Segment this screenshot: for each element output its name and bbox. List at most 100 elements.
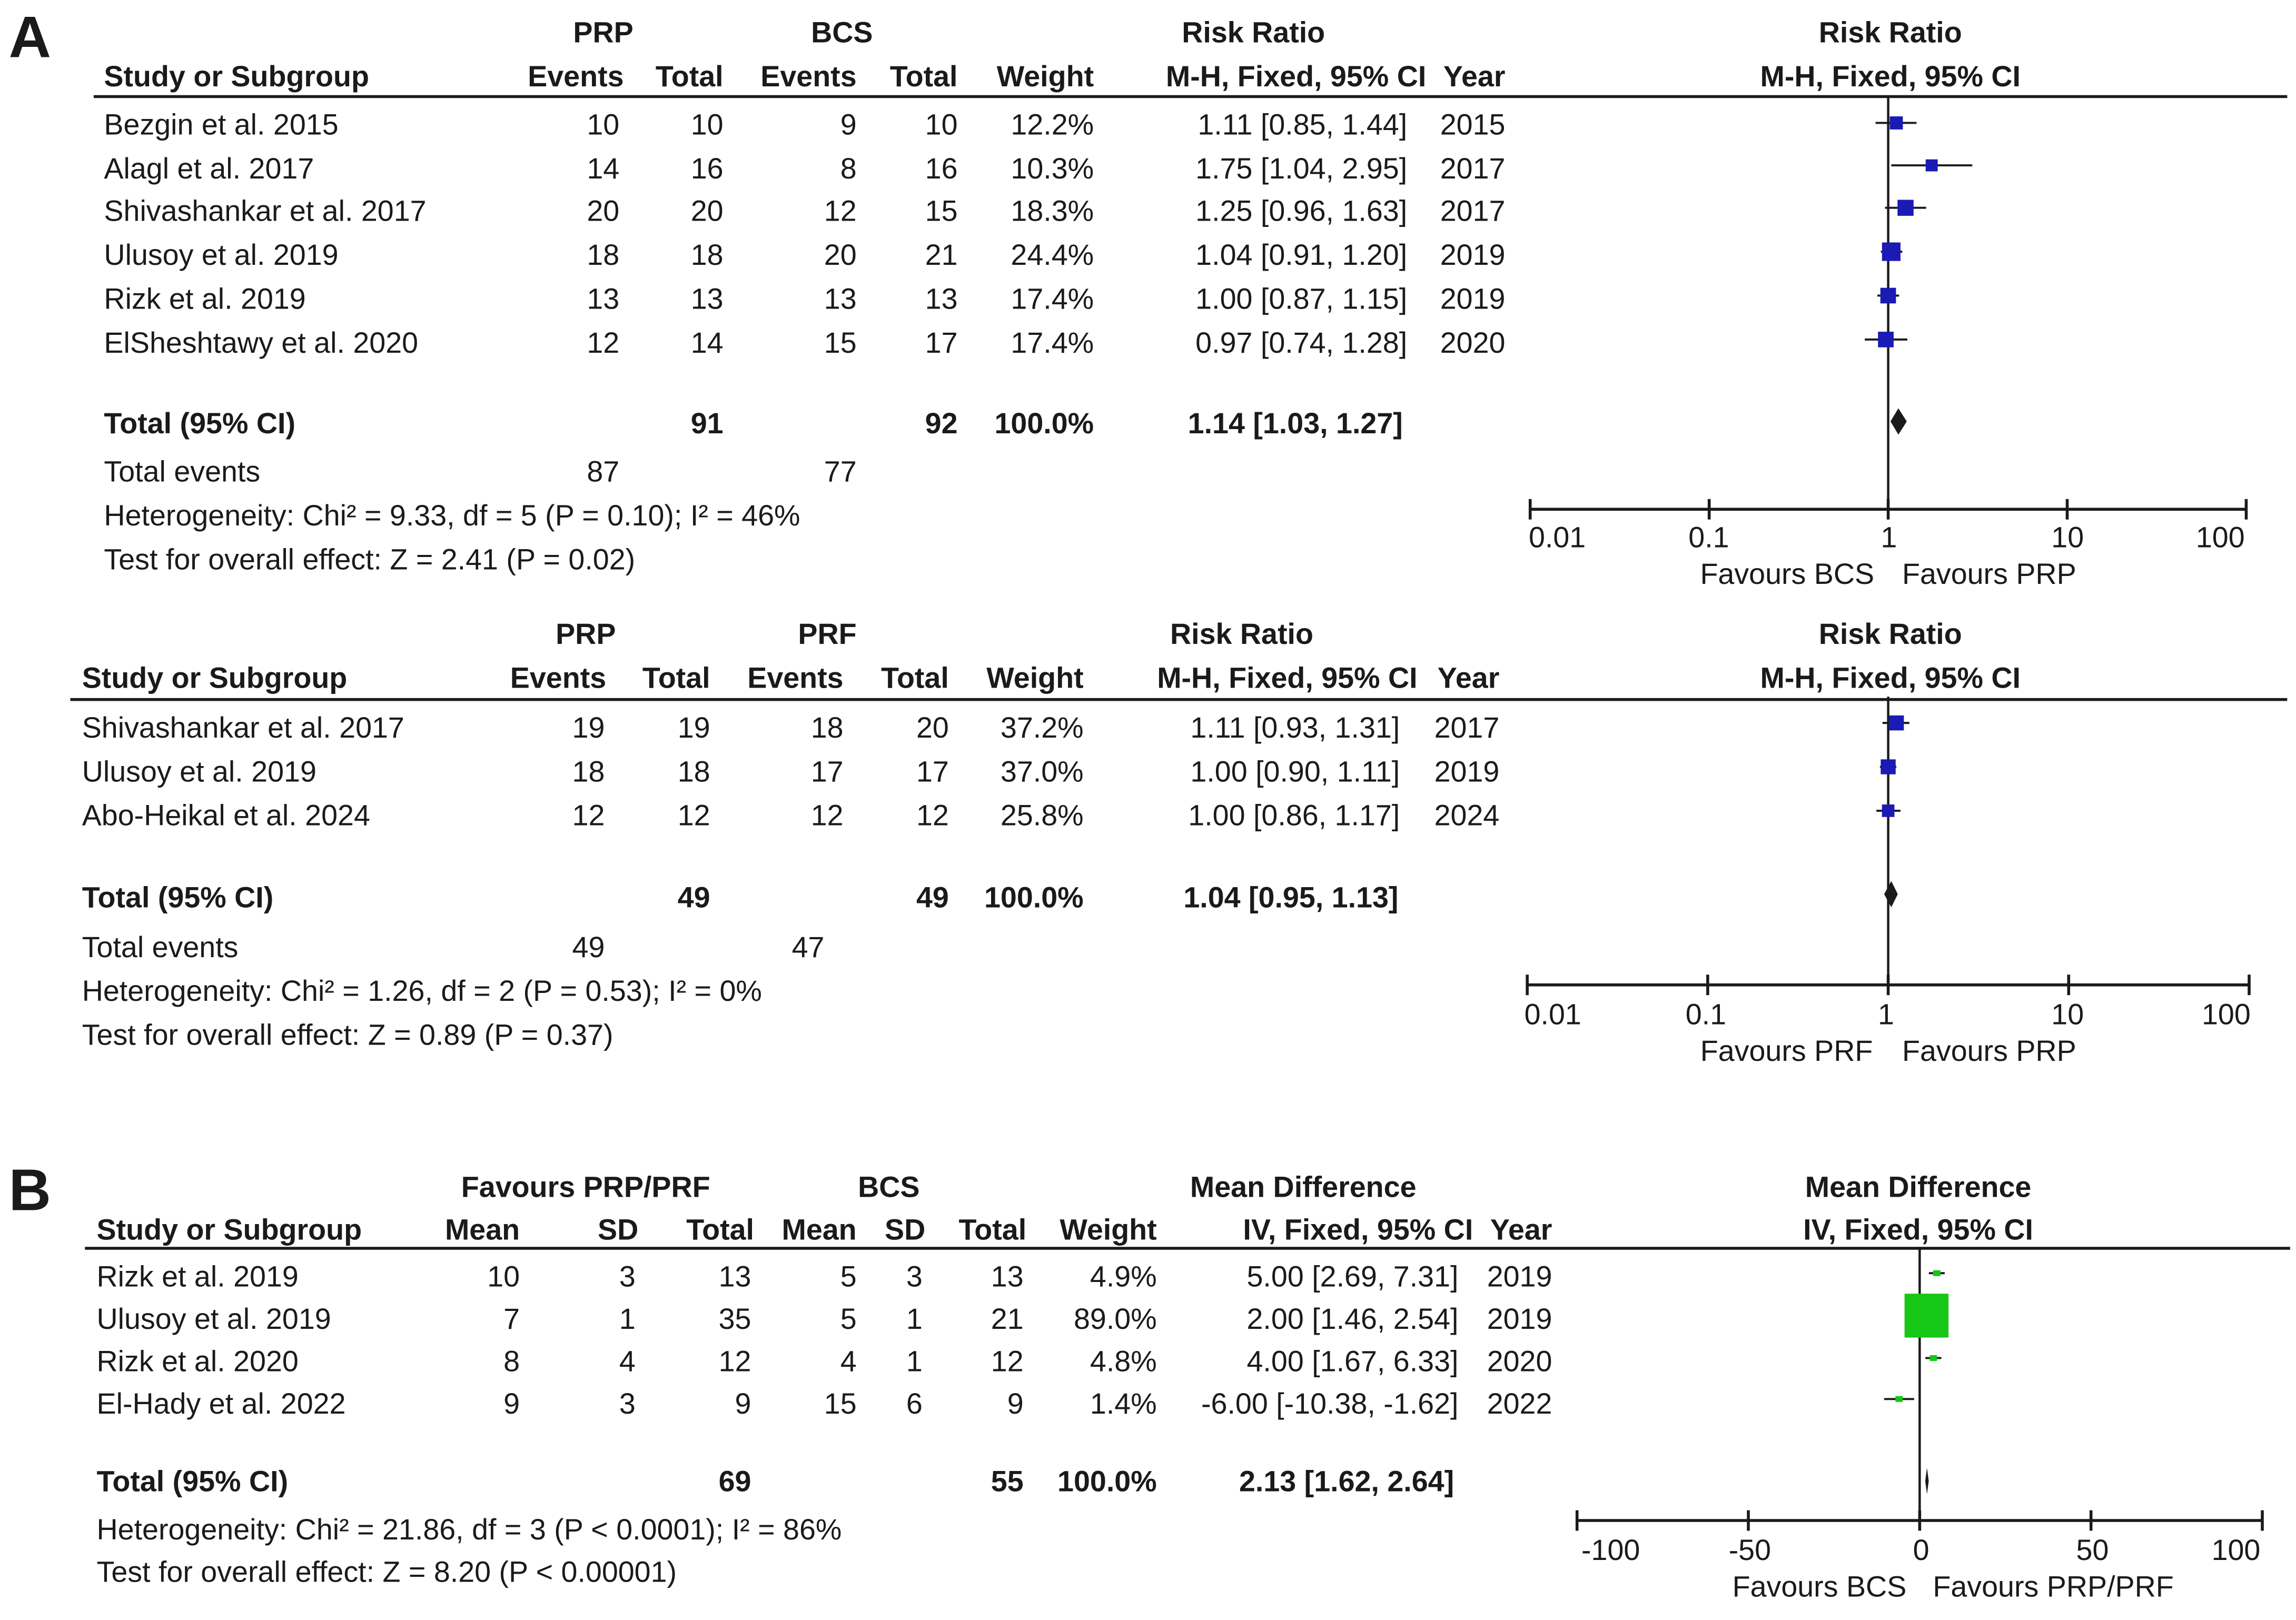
year-value: 2019 (1487, 1261, 1552, 1294)
total-1: 16 (690, 153, 724, 186)
study-column-header: Study or Subgroup (82, 663, 348, 695)
total-2: 12 (916, 800, 949, 833)
header-divider (70, 698, 2288, 701)
axis-tick-label: 1 (1877, 999, 1894, 1032)
study-effect-box (1929, 1355, 1937, 1361)
total2-column-header: Total (889, 61, 958, 94)
axis-tick-label: 10 (2051, 522, 2084, 555)
total-events-2: 47 (791, 932, 825, 965)
study-name: Ulusoy et al. 2019 (82, 757, 316, 789)
study-effect-box (1897, 200, 1914, 216)
total-events-label: Total events (104, 456, 261, 489)
overall-effect-text: Test for overall effect: Z = 2.41 (P = 0… (104, 544, 636, 577)
effect-top-header: Risk Ratio (1182, 17, 1325, 50)
weight-value: 4.8% (1090, 1346, 1157, 1379)
study-effect-box (1895, 1396, 1903, 1402)
effect-method-header: IV, Fixed, 95% CI (1243, 1215, 1473, 1247)
total-2: 17 (925, 327, 958, 360)
sd1-column-header: SD (598, 1215, 639, 1247)
weight-value: 12.2% (1011, 110, 1094, 142)
plot-method-header: IV, Fixed, 95% CI (1803, 1215, 2033, 1247)
total-events-1: 49 (572, 932, 605, 965)
events-1: 18 (587, 240, 620, 273)
plot-method-header: M-H, Fixed, 95% CI (1760, 663, 2021, 695)
year-column-header: Year (1490, 1215, 1552, 1247)
study-effect-box (1889, 116, 1903, 130)
events-1: 20 (587, 196, 620, 228)
total-2: 49 (916, 882, 949, 915)
mean-1: 9 (503, 1388, 520, 1421)
sd-1: 3 (619, 1261, 636, 1294)
pooled-effect-diamond (1884, 881, 1898, 908)
total-label: Total (95% CI) (96, 1466, 289, 1499)
study-name: Abo-Heikal et al. 2024 (82, 800, 370, 833)
total-events-2: 77 (824, 456, 857, 489)
axis-tick-label: -100 (1581, 1535, 1640, 1567)
total-2: 9 (1007, 1388, 1024, 1421)
events-1: 12 (587, 327, 620, 360)
favours-right-label: Favours PRP/PRF (1933, 1572, 2174, 1604)
events-1: 14 (587, 153, 620, 186)
total-effect-ci: 2.13 [1.62, 2.64] (1239, 1466, 1454, 1499)
total-1: 13 (690, 284, 724, 316)
weight-value: 18.3% (1011, 196, 1094, 228)
events-1: 18 (572, 757, 605, 789)
weight-value: 25.8% (1000, 800, 1084, 833)
sd-1: 4 (619, 1346, 636, 1379)
effect-ci: 0.97 [0.74, 1.28] (1195, 327, 1408, 360)
weight-column-header: Weight (986, 663, 1084, 695)
favours-left-label: Favours PRF (1700, 1036, 1873, 1069)
events-1: 12 (572, 800, 605, 833)
axis-tick-label: 0.01 (1528, 522, 1586, 555)
sd-2: 1 (906, 1346, 923, 1379)
mean1-column-header: Mean (444, 1215, 520, 1247)
axis-tick-label: 0.1 (1685, 999, 1727, 1032)
heterogeneity-text: Heterogeneity: Chi² = 21.86, df = 3 (P <… (96, 1514, 842, 1547)
total-2: 12 (991, 1346, 1024, 1379)
study-name: Shivashankar et al. 2017 (82, 712, 404, 745)
mean2-column-header: Mean (781, 1215, 857, 1247)
mean-2: 5 (840, 1304, 857, 1336)
effect-method-header: M-H, Fixed, 95% CI (1157, 663, 1418, 695)
effect-ci: 5.00 [2.69, 7.31] (1246, 1261, 1459, 1294)
study-name: ElSheshtawy et al. 2020 (104, 327, 419, 360)
total-2: 13 (991, 1261, 1024, 1294)
events-1: 19 (572, 712, 605, 745)
mean-2: 4 (840, 1346, 857, 1379)
pooled-effect-diamond (1925, 1467, 1929, 1494)
year-value: 2022 (1487, 1388, 1552, 1421)
favours-left-label: Favours BCS (1732, 1572, 1907, 1604)
events1-column-header: Events (528, 61, 624, 94)
axis-tick-label: 100 (2201, 999, 2251, 1032)
weight-value: 17.4% (1011, 327, 1094, 360)
study-name: Rizk et al. 2019 (104, 284, 306, 316)
study-column-header: Study or Subgroup (104, 61, 369, 94)
overall-effect-text: Test for overall effect: Z = 0.89 (P = 0… (82, 1020, 613, 1052)
weight-value: 10.3% (1011, 153, 1094, 186)
sd-2: 3 (906, 1261, 923, 1294)
year-column-header: Year (1443, 61, 1506, 94)
study-name: El-Hady et al. 2022 (96, 1388, 346, 1421)
events-2: 18 (810, 712, 844, 745)
year-value: 2019 (1440, 240, 1506, 273)
effect-ci: 4.00 [1.67, 6.33] (1246, 1346, 1459, 1379)
total-weight: 100.0% (1057, 1466, 1157, 1499)
study-column-header: Study or Subgroup (96, 1215, 362, 1247)
total-label: Total (95% CI) (82, 882, 274, 915)
axis-tick-label: 50 (2076, 1535, 2109, 1567)
sd-2: 6 (906, 1388, 923, 1421)
year-value: 2017 (1440, 196, 1506, 228)
total-2: 16 (925, 153, 958, 186)
total-2: 20 (916, 712, 949, 745)
favours-right-label: Favours PRP (1902, 1036, 2076, 1069)
axis-tick-label: 10 (2051, 999, 2084, 1032)
mean-1: 8 (503, 1346, 520, 1379)
axis-tick-label: 0 (1913, 1535, 1929, 1567)
header-divider (93, 95, 2288, 98)
total-weight: 100.0% (994, 408, 1094, 441)
events-1: 13 (587, 284, 620, 316)
study-name: Ulusoy et al. 2019 (104, 240, 339, 273)
total-2: 55 (991, 1466, 1024, 1499)
